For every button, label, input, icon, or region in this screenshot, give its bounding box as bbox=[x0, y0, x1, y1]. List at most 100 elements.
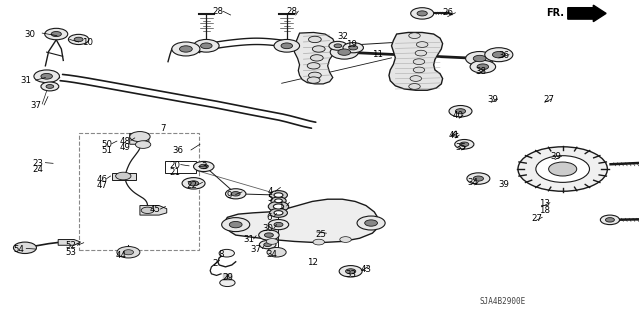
Circle shape bbox=[273, 204, 284, 209]
Circle shape bbox=[74, 37, 83, 42]
Circle shape bbox=[269, 191, 287, 199]
Circle shape bbox=[34, 70, 60, 83]
Circle shape bbox=[413, 67, 425, 73]
Circle shape bbox=[329, 41, 347, 50]
Circle shape bbox=[605, 218, 614, 222]
Circle shape bbox=[117, 247, 140, 258]
Circle shape bbox=[307, 63, 320, 69]
Circle shape bbox=[264, 243, 271, 247]
Text: 34: 34 bbox=[468, 178, 479, 187]
Circle shape bbox=[417, 11, 428, 16]
Circle shape bbox=[124, 250, 134, 255]
Circle shape bbox=[267, 248, 286, 257]
Circle shape bbox=[46, 85, 54, 88]
Circle shape bbox=[346, 269, 356, 274]
Text: 49: 49 bbox=[120, 143, 131, 152]
Text: 29: 29 bbox=[222, 273, 233, 282]
Circle shape bbox=[410, 76, 422, 81]
Circle shape bbox=[466, 51, 493, 65]
Circle shape bbox=[492, 51, 505, 58]
Circle shape bbox=[229, 221, 242, 228]
Text: 5: 5 bbox=[268, 194, 273, 203]
Circle shape bbox=[536, 156, 589, 182]
Circle shape bbox=[51, 32, 61, 37]
Circle shape bbox=[136, 141, 151, 148]
Circle shape bbox=[41, 82, 59, 91]
Polygon shape bbox=[389, 33, 443, 90]
Circle shape bbox=[338, 49, 351, 55]
Circle shape bbox=[313, 239, 324, 245]
Circle shape bbox=[456, 109, 466, 114]
Text: 19: 19 bbox=[346, 40, 357, 49]
Text: 26: 26 bbox=[442, 8, 453, 17]
Text: 37: 37 bbox=[30, 101, 42, 110]
Circle shape bbox=[473, 55, 486, 62]
Circle shape bbox=[413, 59, 425, 64]
Circle shape bbox=[473, 176, 483, 181]
Circle shape bbox=[548, 162, 577, 176]
Circle shape bbox=[343, 43, 364, 53]
Circle shape bbox=[274, 211, 283, 215]
Text: 43: 43 bbox=[360, 264, 371, 274]
Text: 4: 4 bbox=[268, 187, 273, 197]
Circle shape bbox=[312, 46, 325, 52]
Text: 52: 52 bbox=[65, 241, 76, 250]
Circle shape bbox=[219, 249, 234, 257]
Circle shape bbox=[340, 237, 351, 242]
Circle shape bbox=[200, 43, 212, 49]
Text: 11: 11 bbox=[372, 49, 383, 59]
Text: 50: 50 bbox=[101, 140, 112, 149]
Circle shape bbox=[339, 266, 362, 277]
Circle shape bbox=[271, 197, 286, 204]
Circle shape bbox=[193, 161, 214, 172]
Circle shape bbox=[141, 207, 154, 213]
Polygon shape bbox=[140, 205, 167, 215]
Text: 45: 45 bbox=[150, 205, 161, 214]
Circle shape bbox=[179, 46, 192, 52]
Circle shape bbox=[365, 220, 378, 226]
Circle shape bbox=[484, 48, 513, 62]
Circle shape bbox=[182, 178, 205, 189]
Text: 51: 51 bbox=[101, 146, 112, 155]
Text: 48: 48 bbox=[120, 137, 131, 145]
Text: 30: 30 bbox=[262, 224, 273, 233]
Circle shape bbox=[193, 40, 219, 52]
Text: 8: 8 bbox=[218, 250, 224, 259]
FancyBboxPatch shape bbox=[166, 161, 196, 174]
Circle shape bbox=[334, 44, 342, 48]
Text: 41: 41 bbox=[449, 131, 460, 140]
Text: 18: 18 bbox=[540, 206, 550, 215]
Text: 40: 40 bbox=[452, 111, 463, 120]
Text: 20: 20 bbox=[169, 161, 180, 170]
Text: 27: 27 bbox=[532, 214, 543, 223]
Text: 38: 38 bbox=[476, 67, 486, 76]
Text: 9: 9 bbox=[227, 190, 232, 200]
Circle shape bbox=[307, 77, 320, 83]
Circle shape bbox=[449, 106, 472, 117]
Circle shape bbox=[269, 208, 287, 217]
Text: 39: 39 bbox=[487, 95, 498, 104]
Text: 44: 44 bbox=[115, 251, 126, 260]
Circle shape bbox=[477, 64, 488, 70]
Circle shape bbox=[275, 199, 282, 203]
Circle shape bbox=[409, 33, 420, 39]
Text: 10: 10 bbox=[82, 38, 93, 47]
Text: 6: 6 bbox=[266, 213, 271, 222]
Text: 21: 21 bbox=[169, 168, 180, 177]
Circle shape bbox=[231, 192, 240, 196]
Text: 36: 36 bbox=[173, 146, 184, 155]
Text: 39: 39 bbox=[499, 180, 509, 189]
Polygon shape bbox=[113, 173, 136, 180]
Circle shape bbox=[274, 193, 283, 197]
Text: 23: 23 bbox=[32, 159, 44, 168]
Circle shape bbox=[188, 181, 198, 186]
Text: 1: 1 bbox=[278, 202, 283, 211]
Text: 13: 13 bbox=[540, 199, 550, 208]
Circle shape bbox=[600, 215, 620, 225]
Text: 35: 35 bbox=[455, 143, 466, 152]
Circle shape bbox=[45, 28, 68, 40]
Circle shape bbox=[225, 189, 246, 199]
Circle shape bbox=[116, 172, 131, 180]
Circle shape bbox=[467, 173, 490, 184]
Circle shape bbox=[259, 241, 276, 249]
